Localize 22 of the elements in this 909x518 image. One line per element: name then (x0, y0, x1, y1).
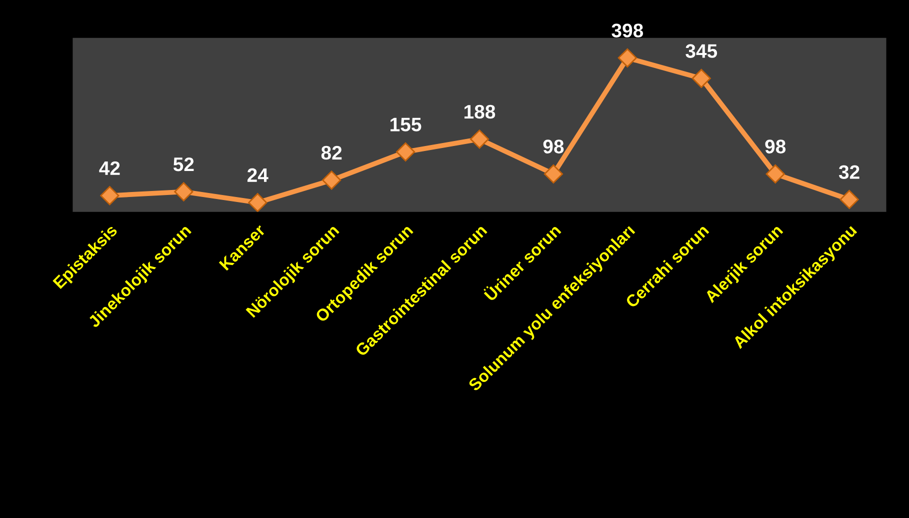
data-label: 398 (612, 24, 644, 38)
point (840, 190, 859, 210)
data-label: 345 (686, 44, 718, 58)
point (396, 142, 416, 162)
data-label: 42 (99, 161, 120, 175)
data-label: 188 (464, 104, 496, 119)
point (470, 130, 490, 149)
data-label: 98 (543, 140, 564, 154)
data-label: 82 (321, 146, 342, 160)
point (544, 164, 563, 184)
data-label: 98 (765, 140, 786, 154)
point (322, 170, 342, 190)
data-label: 52 (173, 157, 194, 172)
point (766, 164, 785, 184)
point (174, 182, 194, 202)
data-label: 155 (390, 118, 422, 132)
data-label: 24 (247, 168, 268, 182)
point (248, 193, 268, 212)
point (618, 48, 637, 68)
point (692, 68, 711, 88)
data-label: 32 (838, 165, 860, 180)
point (100, 186, 120, 206)
